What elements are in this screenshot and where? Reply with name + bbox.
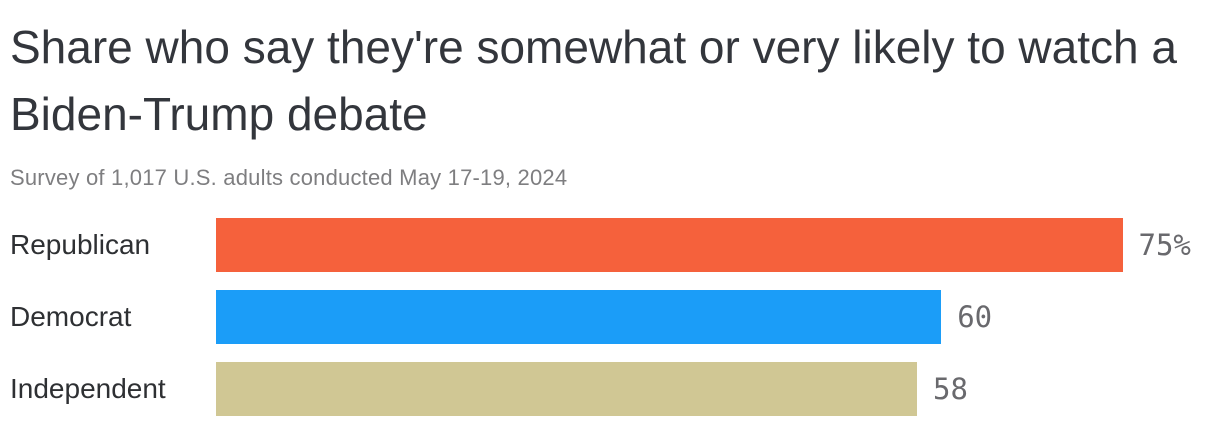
value-label: 75% xyxy=(1138,227,1191,262)
value-label: 60 xyxy=(957,299,993,334)
category-label: Republican xyxy=(10,229,151,261)
bar-republican xyxy=(216,218,1123,273)
bar-track: 60 xyxy=(216,290,1210,345)
bar-track: 75% xyxy=(216,218,1210,273)
chart-row-republican: Republican 75% xyxy=(10,218,1210,273)
chart-title: Share who say they're somewhat or very l… xyxy=(10,21,1177,140)
bar-independent xyxy=(216,362,918,417)
bar-track: 58 xyxy=(216,362,1210,417)
chart-subtitle: Survey of 1,017 U.S. adults conducted Ma… xyxy=(10,165,568,191)
chart-row-independent: Independent 58 xyxy=(10,362,1210,417)
category-label: Independent xyxy=(10,373,166,405)
category-label: Democrat xyxy=(10,301,132,333)
value-label: 58 xyxy=(933,371,968,406)
bar-democrat xyxy=(216,290,942,345)
chart-row-democrat: Democrat 60 xyxy=(10,290,1210,345)
bar-chart: Republican 75% Democrat 60 Independent 58 xyxy=(10,218,1210,417)
